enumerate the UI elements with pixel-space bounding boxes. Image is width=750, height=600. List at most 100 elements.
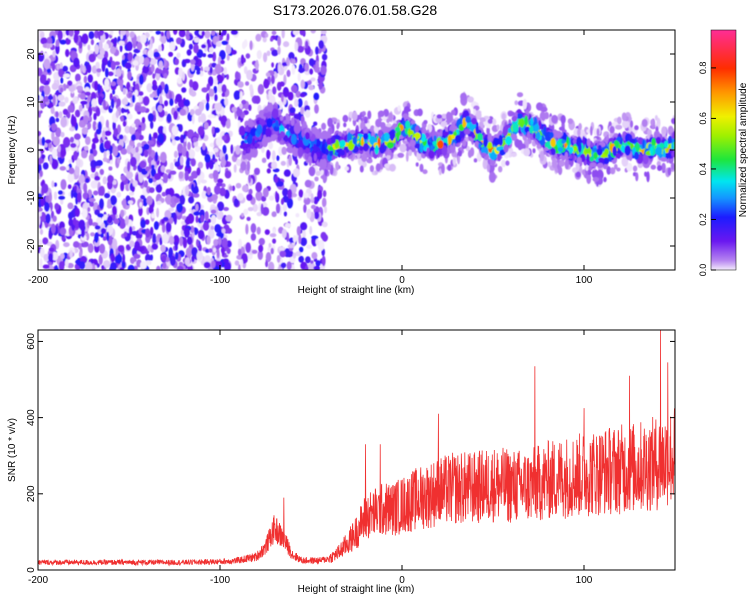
spectrogram-cell xyxy=(41,154,46,160)
spectrogram-cell xyxy=(567,118,574,125)
spectrogram-cell xyxy=(309,68,314,75)
spectrogram-cell xyxy=(63,137,71,148)
spectrogram-cell xyxy=(304,179,312,188)
spectrogram-cell xyxy=(471,134,476,139)
spectrogram-cell xyxy=(69,249,73,259)
colorbar-ticks: 0.00.20.40.60.8 xyxy=(698,62,716,276)
spectrogram-cell xyxy=(516,92,524,98)
spectrogram-cell xyxy=(375,118,382,128)
spectrogram-cell xyxy=(263,52,268,63)
spectrogram-cell xyxy=(94,161,100,167)
spectrogram-cell xyxy=(291,84,298,93)
spectrogram-cell xyxy=(315,260,321,267)
spectrogram-cell xyxy=(182,237,187,249)
spectrogram-cell xyxy=(124,215,129,226)
spectrogram-cell xyxy=(487,118,493,124)
spectrogram-cell xyxy=(104,192,111,199)
spectrogram-cell xyxy=(575,171,581,178)
spectrogram-cell xyxy=(268,141,273,150)
spectrogram-cell xyxy=(272,168,280,173)
spectrogram-cell xyxy=(183,227,190,238)
spectrogram-cell xyxy=(150,120,154,129)
spectrogram-cell xyxy=(361,153,368,163)
spectrogram-cell xyxy=(148,187,155,194)
spectrogram-cell xyxy=(213,147,219,153)
spectrogram-cell xyxy=(164,100,169,107)
spectrogram-cell xyxy=(302,229,306,239)
spectrogram-cell xyxy=(474,141,480,148)
spectrogram-cell xyxy=(621,156,629,167)
spectrogram-cell xyxy=(183,99,190,107)
spectrogram-cell xyxy=(276,181,284,187)
spectrogram-cell xyxy=(318,81,324,90)
spectrogram-cell xyxy=(90,232,95,237)
spectrogram-cell xyxy=(614,163,618,170)
spectrogram-cell xyxy=(118,134,124,140)
spectrogram-cell xyxy=(213,85,218,94)
spectrogram-cell xyxy=(514,100,518,106)
spectrogram-cell xyxy=(168,207,175,212)
spectrogram-cell xyxy=(524,126,531,134)
colorbar-gradient xyxy=(710,29,737,271)
spectrogram-cell xyxy=(242,184,249,193)
spectrogram-cell xyxy=(208,47,214,53)
spectrogram-cell xyxy=(116,98,121,107)
spectrogram-cell xyxy=(221,40,229,46)
spectrogram-cell xyxy=(423,120,428,125)
spectrogram-cell xyxy=(85,136,91,146)
spectrogram-cell xyxy=(160,244,166,253)
spectrogram-cell xyxy=(99,243,106,254)
spectrogram-cell xyxy=(87,122,92,130)
spectrogram-cell xyxy=(634,125,639,131)
spectrogram-cell xyxy=(447,135,452,146)
spectrogram-cell xyxy=(288,155,293,166)
spectrogram-cell xyxy=(507,127,512,134)
spectrogram-cell xyxy=(442,131,450,137)
spectrogram-cell xyxy=(292,168,300,178)
spectrogram-cell xyxy=(294,99,299,107)
spectrogram-cell xyxy=(255,33,262,42)
spectrogram-cell xyxy=(654,115,658,121)
spectrogram-cell xyxy=(112,145,119,157)
spectrogram-cell xyxy=(77,192,82,203)
spectrogram-cell xyxy=(221,237,228,248)
spectrogram-cell xyxy=(320,30,327,35)
spectrogram-cell xyxy=(73,241,80,248)
spectrogram-cell xyxy=(137,126,142,134)
spectrogram-cell xyxy=(478,142,482,149)
spectrogram-cell xyxy=(117,157,121,164)
spectrogram-cell xyxy=(191,81,199,91)
spectrogram-cell xyxy=(81,227,85,238)
spectrogram-cell xyxy=(210,225,215,231)
spectrogram-cell xyxy=(201,30,205,36)
spectrogram-cell xyxy=(224,97,229,107)
spectrogram-cell xyxy=(483,137,488,148)
spectrogram-cell xyxy=(287,189,293,199)
spectrogram-cell xyxy=(203,66,211,72)
spectrogram-cell xyxy=(666,152,672,159)
spectrogram-cell xyxy=(326,138,332,145)
spectrogram-cell xyxy=(197,161,204,169)
spectrogram-cell xyxy=(81,150,88,159)
spectrogram-x-tick-label: -200 xyxy=(28,275,48,286)
spectrogram-cell xyxy=(92,120,97,131)
spectrogram-cell xyxy=(44,202,50,212)
spectrogram-cell xyxy=(274,191,278,201)
spectrogram-cell xyxy=(120,174,127,181)
spectrogram-cell xyxy=(610,167,616,175)
spectrogram-cell xyxy=(157,125,165,135)
spectrogram-cell xyxy=(242,57,246,63)
spectrogram-cell xyxy=(128,226,133,236)
spectrogram-cell xyxy=(414,132,421,140)
spectrogram-cell xyxy=(216,247,220,259)
spectrogram-cell xyxy=(349,129,356,134)
spectrogram-cell xyxy=(69,127,75,132)
spectrogram-cell xyxy=(564,151,569,160)
spectrogram-cell xyxy=(123,135,127,142)
spectrogram-cell xyxy=(471,117,477,125)
spectrogram-cell xyxy=(283,169,291,177)
spectrogram-cell xyxy=(169,255,176,266)
spectrogram-cell xyxy=(155,30,162,35)
spectrogram-cell xyxy=(281,146,287,155)
